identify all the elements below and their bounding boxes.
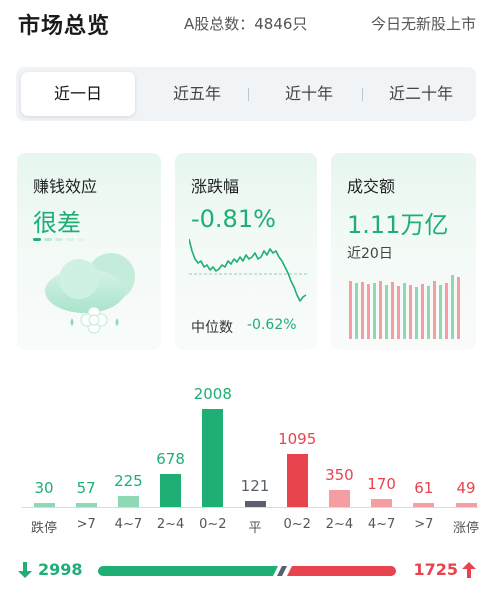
turnover-value: 1.11万亿	[347, 211, 449, 239]
profit-effect-card[interactable]: 赚钱效应 很差	[17, 153, 161, 350]
change-title: 涨跌幅	[191, 177, 240, 196]
distribution-value: 61	[414, 479, 434, 497]
distribution-value: 121	[240, 477, 270, 496]
distribution-bar[interactable]	[202, 409, 224, 507]
distribution-value: 1095	[278, 429, 317, 448]
distribution-value: 49	[456, 479, 476, 497]
distribution-category: 4~7	[114, 517, 143, 532]
distribution-bar[interactable]	[244, 501, 266, 507]
distribution-bar[interactable]	[117, 496, 139, 507]
down-count: 2998	[38, 560, 83, 579]
distribution-baseline	[22, 507, 478, 508]
distribution-category: 2~4	[156, 517, 185, 532]
distribution-category: >7	[76, 517, 96, 532]
distribution-bar[interactable]	[33, 503, 55, 507]
tab-1d[interactable]: 近一日	[21, 72, 135, 116]
turnover-period: 近20日	[347, 246, 393, 262]
change-card[interactable]: 涨跌幅 -0.81% 中位数 -0.62%	[175, 153, 317, 350]
page-title: 市场总览	[18, 14, 111, 39]
distribution-category: 0~2	[199, 517, 227, 532]
tab-divider	[248, 88, 249, 101]
distribution-category: 平	[248, 521, 262, 536]
distribution-bar[interactable]	[75, 503, 97, 507]
distribution-bar[interactable]	[371, 498, 393, 507]
median-value: -0.62%	[247, 317, 297, 333]
tab-20y[interactable]: 近二十年	[388, 84, 453, 103]
distribution-category: 2~4	[325, 517, 354, 532]
tab-5y[interactable]: 近五年	[172, 84, 221, 103]
median-label: 中位数	[191, 320, 233, 336]
intraday-line-chart	[189, 238, 307, 302]
distribution-value: 170	[367, 474, 396, 493]
distribution-value: 57	[76, 479, 96, 497]
distribution-bar[interactable]	[328, 489, 350, 507]
distribution-value: 225	[114, 472, 143, 491]
cloud-snow-icon	[45, 253, 135, 334]
distribution-category: 4~7	[367, 517, 396, 532]
distribution-category: 涨停	[452, 521, 479, 536]
tab-divider	[362, 88, 363, 101]
period-tabs: 近一日 近五年 近十年 近二十年	[16, 67, 476, 121]
turnover-card[interactable]: 成交额 1.11万亿 近20日	[331, 153, 476, 350]
distribution-bar[interactable]	[455, 503, 477, 507]
turnover-bar-chart	[349, 275, 460, 339]
distribution-bar[interactable]	[160, 473, 182, 507]
up-arrow-icon	[462, 562, 476, 582]
distribution-value: 350	[325, 465, 354, 484]
up-count: 1725	[413, 560, 458, 579]
distribution-value: 678	[156, 449, 185, 468]
distribution-category: 跌停	[30, 521, 57, 536]
turnover-title: 成交额	[347, 177, 396, 196]
up-down-ratio-bar	[98, 566, 396, 576]
distribution-bar[interactable]	[413, 503, 435, 507]
distribution-bar[interactable]	[286, 453, 308, 507]
down-arrow-icon	[18, 562, 32, 582]
tab-10y[interactable]: 近十年	[284, 84, 333, 103]
distribution-value: 2008	[193, 385, 232, 403]
change-value: -0.81%	[191, 205, 276, 233]
profit-effect-title: 赚钱效应	[33, 177, 98, 196]
stock-count-text: A股总数：4846只	[184, 15, 308, 33]
distribution-category: 0~2	[283, 517, 311, 532]
profit-effect-value: 很差	[33, 209, 81, 237]
distribution-category: >7	[414, 517, 434, 532]
distribution-value: 30	[34, 479, 54, 497]
ipo-status-text: 今日无新股上市	[370, 15, 476, 33]
sentiment-level-icon	[33, 238, 85, 241]
